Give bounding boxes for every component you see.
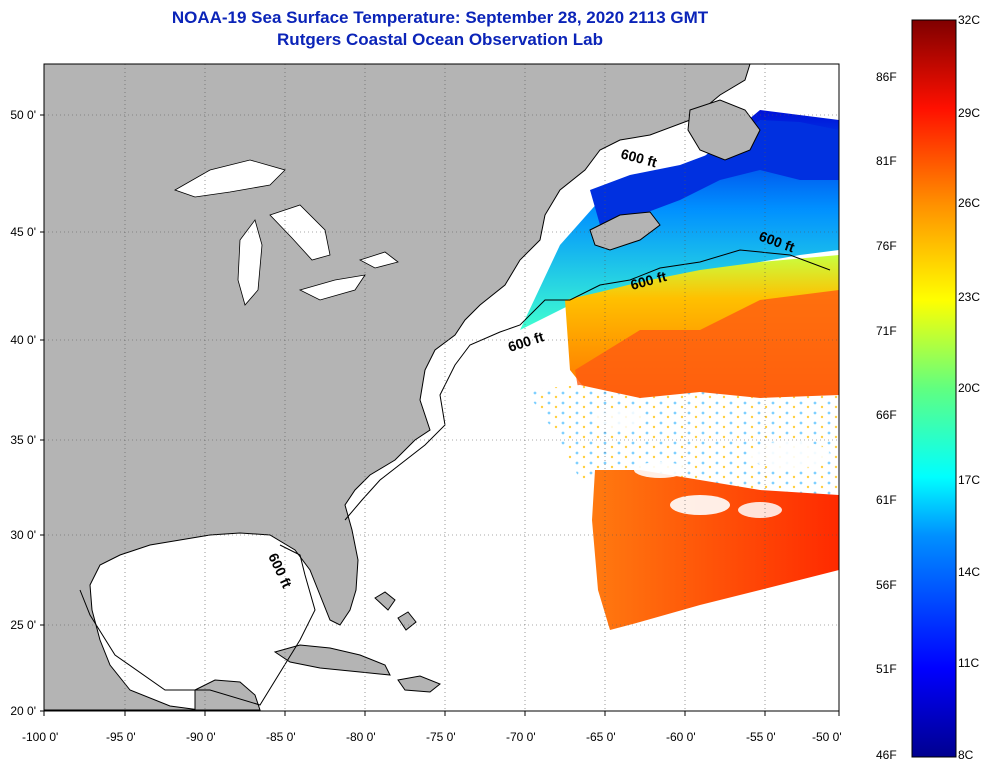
lat-label-40: 40 0'	[10, 333, 36, 347]
lon-label-70: -70 0'	[506, 730, 536, 744]
lat-label-30: 30 0'	[10, 528, 36, 542]
lon-label-95: -95 0'	[106, 730, 136, 744]
cb-c-32: 32C	[958, 13, 981, 27]
cb-f-71: 71F	[876, 324, 897, 338]
cb-f-56: 56F	[876, 578, 897, 592]
lat-label-20: 20 0'	[10, 704, 36, 718]
lon-label-50: -50 0'	[812, 730, 842, 744]
cb-f-51: 51F	[876, 662, 897, 676]
lon-label-85: -85 0'	[266, 730, 296, 744]
lon-label-90: -90 0'	[186, 730, 216, 744]
map-frame	[43, 63, 840, 712]
cb-c-23: 23C	[958, 290, 981, 304]
lat-label-35: 35 0'	[10, 433, 36, 447]
lon-label-75: -75 0'	[426, 730, 456, 744]
map-subtitle: Rutgers Coastal Ocean Observation Lab	[277, 30, 603, 49]
cb-c-14: 14C	[958, 565, 981, 579]
depth-contour-600ft	[79, 249, 831, 706]
cb-f-86: 86F	[876, 70, 897, 84]
colorbar	[911, 19, 957, 758]
lon-label-100: -100 0'	[22, 730, 59, 744]
cb-c-29: 29C	[958, 106, 981, 120]
cb-f-46: 46F	[876, 748, 897, 762]
lon-label-65: -65 0'	[586, 730, 616, 744]
sst-swath	[520, 110, 839, 630]
axis-ticks	[40, 114, 840, 716]
cb-f-61: 61F	[876, 493, 897, 507]
lon-label-80: -80 0'	[346, 730, 376, 744]
cb-f-81: 81F	[876, 154, 897, 168]
lat-label-25: 25 0'	[10, 618, 36, 632]
great-lakes	[174, 159, 399, 306]
cb-c-20: 20C	[958, 381, 981, 395]
cb-f-66: 66F	[876, 408, 897, 422]
cb-c-26: 26C	[958, 196, 981, 210]
lat-label-50: 50 0'	[10, 108, 36, 122]
lat-label-45: 45 0'	[10, 225, 36, 239]
cb-c-11: 11C	[958, 656, 980, 670]
lon-label-55: -55 0'	[746, 730, 776, 744]
cb-c-8: 8C	[958, 748, 974, 762]
cb-f-76: 76F	[876, 239, 897, 253]
cb-c-17: 17C	[958, 473, 981, 487]
lon-label-60: -60 0'	[666, 730, 696, 744]
land	[43, 63, 761, 711]
map-title: NOAA-19 Sea Surface Temperature: Septemb…	[171, 8, 709, 27]
graticule	[44, 64, 839, 711]
